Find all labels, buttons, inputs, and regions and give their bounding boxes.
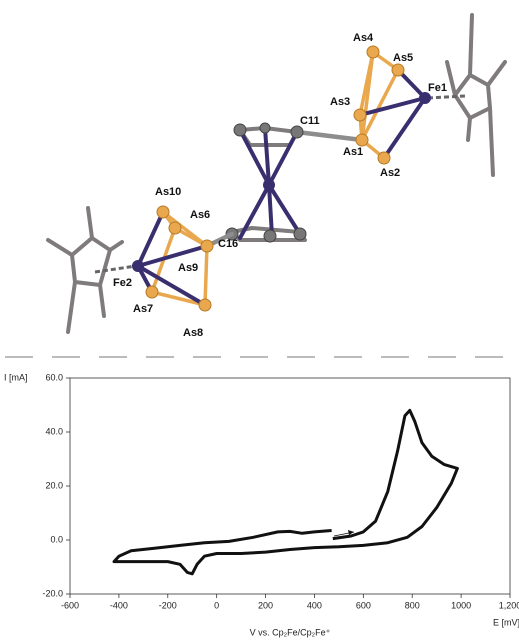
y-tick-label: 0.0: [50, 534, 63, 544]
atom-label: Fe1: [428, 82, 447, 94]
x-tick-label: 0: [214, 600, 219, 610]
atom-label: As9: [178, 262, 198, 274]
atom-label: As8: [183, 327, 203, 339]
x-tick-label: 200: [258, 600, 273, 610]
x-tick-label: 800: [405, 600, 420, 610]
atom-label: As5: [393, 52, 413, 64]
atom-label: As3: [330, 96, 350, 108]
y-axis-label: I [mA]: [4, 372, 28, 382]
x-tick-label: 400: [307, 600, 322, 610]
atom-label: As10: [155, 186, 181, 198]
x-tick-label: -600: [61, 600, 79, 610]
x-tick-label: 600: [356, 600, 371, 610]
atom-label: C16: [218, 238, 238, 250]
x-tick-label: -400: [110, 600, 128, 610]
atom-label: As1: [343, 146, 363, 158]
atom-label: Fe2: [113, 277, 132, 289]
x-caption: V vs. Cp₂Fe/Cp₂Fe⁺: [250, 627, 331, 637]
atom-label: As6: [190, 209, 210, 221]
page: As4 As5 Fe1 As3 C11 As1 As2 As10 As6 C16…: [0, 0, 519, 644]
atom-label: As2: [380, 167, 400, 179]
ferrocene: [207, 123, 306, 246]
x-tick-label: 1000: [451, 600, 471, 610]
fe-cp-link: [428, 96, 465, 98]
y-tick-label: 40.0: [45, 426, 63, 436]
x-axis-label: E [mV]: [493, 617, 519, 627]
fe-cp-link: [95, 266, 136, 272]
cv-curve: [114, 410, 457, 573]
y-tick-label: 60.0: [45, 372, 63, 382]
y-tick-label: -20.0: [42, 588, 63, 598]
molecule: As4 As5 Fe1 As3 C11 As1 As2 As10 As6 C16…: [48, 15, 505, 339]
atom-label: C11: [300, 115, 320, 127]
chart: I [mA] E [mV] V vs. Cp₂Fe/Cp₂Fe⁺ -600 -40…: [4, 372, 519, 637]
x-tick-label: 1,200: [499, 600, 519, 610]
cp-ring: [72, 238, 110, 285]
atom-label: As4: [353, 32, 374, 44]
x-tick-label: -200: [159, 600, 177, 610]
cp-methyls: [447, 15, 505, 175]
atom-label: As7: [133, 303, 153, 315]
y-tick-label: 20.0: [45, 480, 63, 490]
